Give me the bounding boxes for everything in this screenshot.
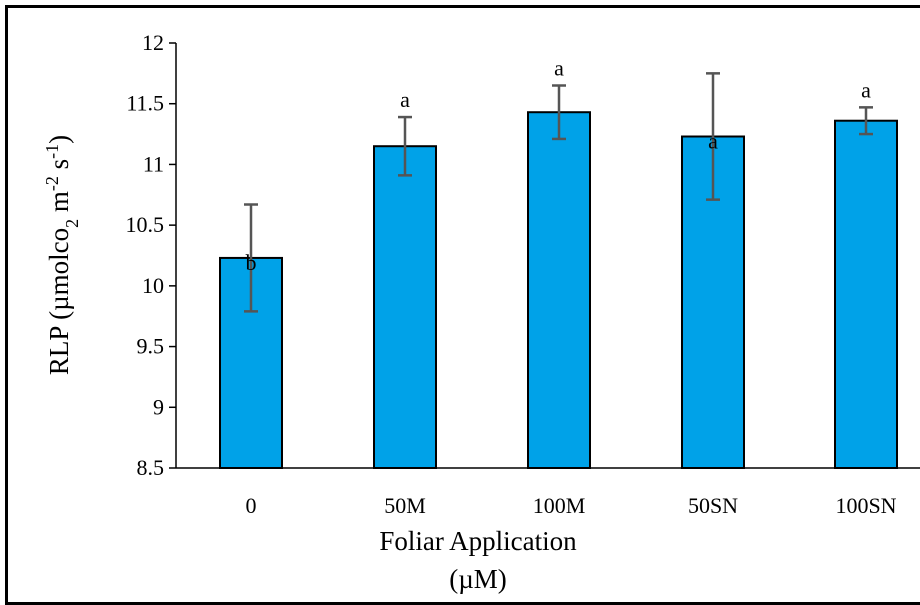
y-axis-title-sup1: -2 [42, 176, 62, 191]
y-tick-label: 10.5 [126, 212, 165, 237]
y-tick-label: 9.5 [137, 334, 165, 359]
bar-50M [373, 145, 437, 469]
y-tick-label: 9 [153, 394, 164, 419]
y-axis-title: RLP (µmolco2 m-2 s-1) [42, 135, 82, 375]
x-axis-title-line2: (µM) [449, 564, 507, 594]
x-tick-labels: 0 50M 100M 50SN 100SN [246, 493, 897, 518]
significance-label-100SN: a [861, 77, 871, 102]
y-tick-label: 11.5 [126, 91, 164, 116]
y-tick-label: 10 [142, 273, 164, 298]
x-tick-label-50SN: 50SN [688, 493, 738, 518]
x-tick-label-50M: 50M [384, 493, 426, 518]
x-tick-label-100SN: 100SN [835, 493, 896, 518]
bars [219, 111, 898, 469]
y-tick-label: 8.5 [137, 455, 165, 480]
x-tick-label-100M: 100M [533, 493, 586, 518]
y-axis-title-mid: m [44, 191, 74, 219]
significance-label-50SN: a [708, 129, 718, 154]
chart-svg: 8.5 9 9.5 10 10.5 11 11.5 12 b a a a a 0 50M 100M 50SN… [42, 30, 920, 594]
bar-100SN [834, 119, 898, 469]
y-axis-title-prefix: RLP (µmolco [44, 228, 74, 375]
significance-labels: b a a a a [246, 56, 872, 275]
x-tick-label-0: 0 [246, 493, 257, 518]
significance-label-50M: a [400, 87, 410, 112]
significance-label-0: b [246, 250, 257, 275]
y-tick-label: 11 [143, 151, 164, 176]
y-axis-title-sup2: -1 [42, 144, 62, 159]
y-axis-title-mid2: s [44, 159, 74, 176]
significance-label-100M: a [554, 56, 564, 81]
bar-100M [527, 111, 591, 469]
y-axis-title-suffix: ) [44, 135, 74, 144]
y-axis-title-sub: 2 [62, 219, 82, 228]
y-tick-label: 12 [142, 30, 164, 55]
y-tick-labels: 8.5 9 9.5 10 10.5 11 11.5 12 [126, 30, 176, 480]
error-bars [244, 72, 873, 313]
x-axis-title-line1: Foliar Application [379, 526, 577, 556]
chart-frame: 8.5 9 9.5 10 10.5 11 11.5 12 b a a a a 0 50M 100M 50SN… [5, 5, 920, 605]
